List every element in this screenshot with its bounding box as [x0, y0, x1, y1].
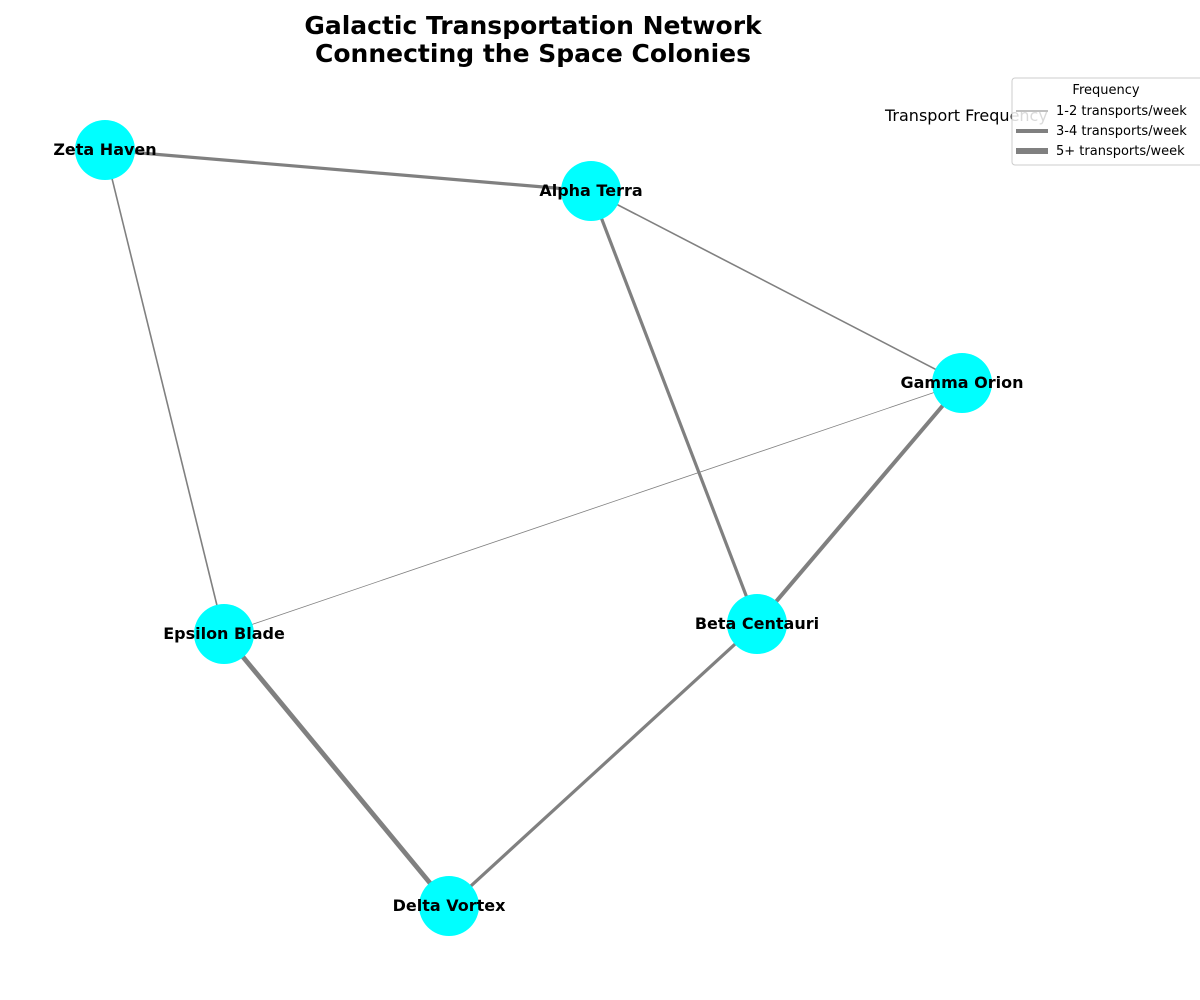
node-epsilon [194, 604, 254, 664]
legend-label-3: 5+ transports/week [1056, 144, 1185, 159]
edge-alpha-gamma [590, 190, 963, 384]
legend-box [1011, 77, 1200, 166]
node-label-gamma: Gamma Orion [901, 373, 1024, 392]
edge-zeta-epsilon [104, 149, 225, 635]
node-label-alpha: Alpha Terra [539, 181, 642, 200]
diagram-title-line-1: Galactic Transportation Network [304, 11, 763, 40]
edge-alpha-beta [589, 190, 759, 625]
edge-beta-delta [447, 622, 759, 908]
diagram-title-line-2: Connecting the Space Colonies [315, 39, 751, 68]
transport-frequency-label: Transport Frequency [884, 106, 1048, 125]
node-gamma [932, 353, 992, 413]
edges-layer [104, 148, 964, 908]
node-label-epsilon: Epsilon Blade [163, 624, 285, 643]
node-zeta [75, 120, 135, 180]
edge-gamma-beta [755, 381, 964, 626]
node-delta [419, 876, 479, 936]
legend: Frequency 1-2 transports/week 3-4 transpo… [1011, 77, 1200, 166]
node-label-delta: Delta Vortex [393, 896, 507, 915]
node-alpha [561, 161, 621, 221]
edge-zeta-alpha [104, 148, 592, 193]
legend-label-1: 1-2 transports/week [1056, 104, 1187, 119]
nodes-layer [75, 120, 992, 936]
node-label-zeta: Zeta Haven [53, 140, 156, 159]
legend-label-2: 3-4 transports/week [1056, 124, 1187, 139]
node-beta [727, 594, 787, 654]
edge-epsilon-delta [222, 632, 451, 908]
legend-title: Frequency [1072, 83, 1139, 98]
node-label-beta: Beta Centauri [695, 614, 819, 633]
edge-gamma-epsilon [223, 382, 963, 635]
labels-layer: Zeta Haven Alpha Terra Gamma Orion Epsilon … [53, 140, 1023, 915]
legend-items: 1-2 transports/week 3-4 transports/week 5+… [1016, 104, 1187, 159]
